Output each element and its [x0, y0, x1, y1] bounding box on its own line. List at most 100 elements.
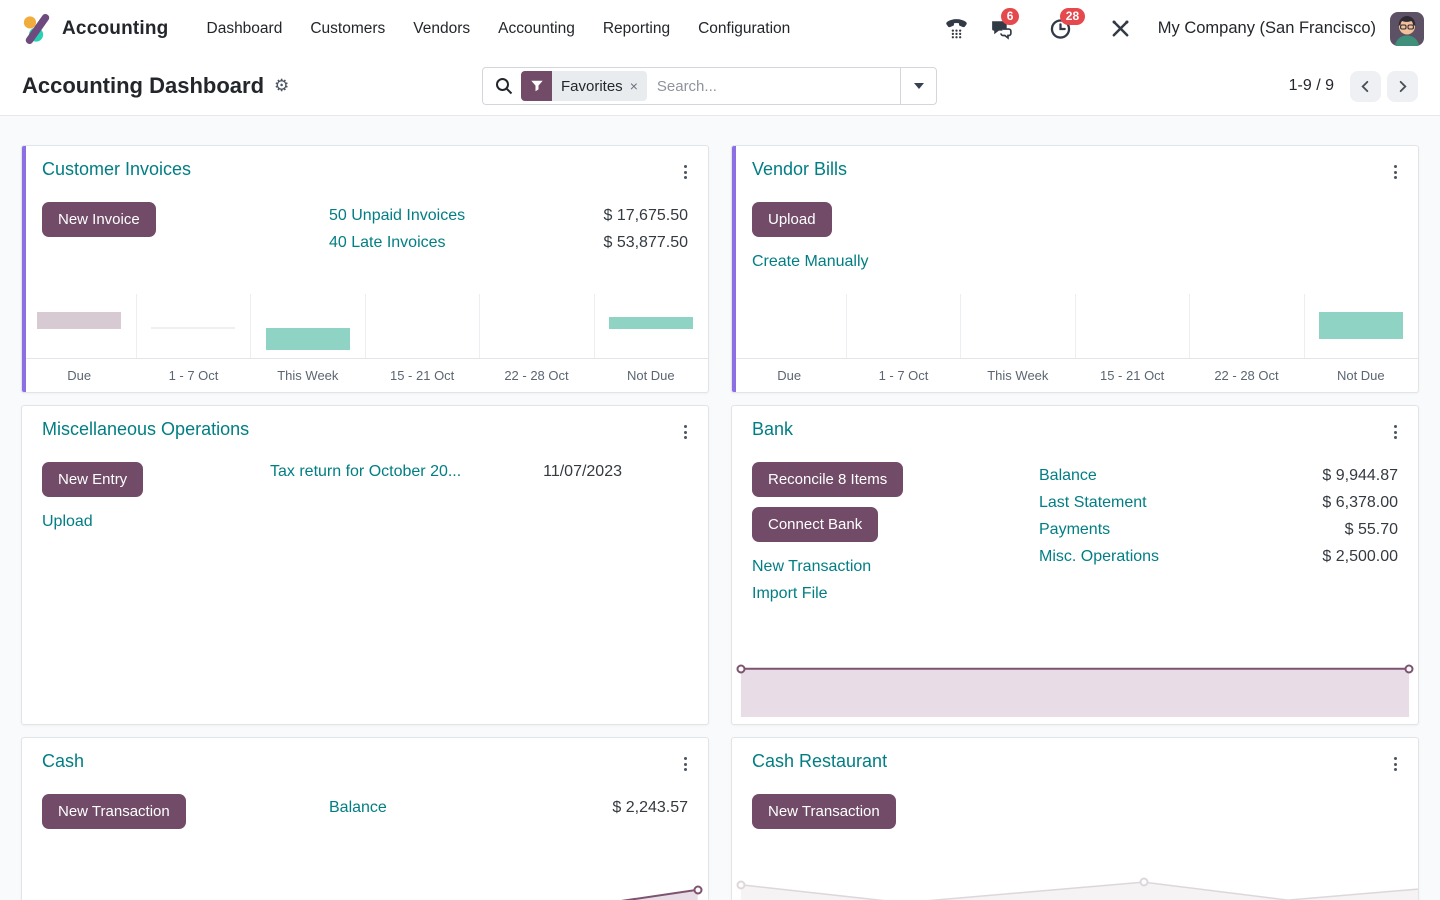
main-menu: Dashboard Customers Vendors Accounting R…	[193, 12, 805, 46]
connect-bank-button[interactable]: Connect Bank	[752, 507, 879, 542]
page-title: Accounting Dashboard	[22, 73, 265, 98]
cash-restaurant-new-transaction-button[interactable]: New Transaction	[752, 794, 896, 829]
user-avatar[interactable]	[1390, 11, 1424, 46]
cash-balance-chart	[22, 856, 708, 900]
messages-badge: 6	[1000, 8, 1020, 25]
activity-row: Tax return for October 20... 11/07/2023	[270, 462, 688, 535]
activities-button[interactable]: 28	[1038, 8, 1086, 47]
pager-next-button[interactable]	[1387, 70, 1418, 102]
cash-new-transaction-button[interactable]: New Transaction	[42, 794, 186, 829]
cash-restaurant-title[interactable]: Cash Restaurant	[752, 751, 888, 771]
card-cash: Cash New Transaction Balance $ 2,243.57	[21, 737, 709, 900]
misc-operations-amount: $ 2,500.00	[1322, 548, 1398, 565]
new-transaction-link[interactable]: New Transaction	[752, 558, 872, 575]
bank-title[interactable]: Bank	[752, 419, 794, 439]
dashboard-kanban: Customer Invoices New Invoice 50 Unpaid …	[0, 116, 1440, 900]
nav-customers[interactable]: Customers	[310, 19, 386, 37]
line-chart-marker	[1139, 877, 1149, 887]
new-entry-button[interactable]: New Entry	[42, 462, 144, 497]
kebab-menu-icon[interactable]	[677, 419, 694, 445]
bank-balance-chart	[732, 649, 1418, 717]
last-statement-amount: $ 6,378.00	[1322, 494, 1398, 511]
kebab-menu-icon[interactable]	[677, 751, 694, 777]
chevron-down-icon	[913, 83, 924, 89]
search-icon	[483, 77, 521, 95]
chart-category-label: 22 - 28 Oct	[1214, 368, 1279, 383]
nav-vendors[interactable]: Vendors	[413, 19, 471, 37]
create-manually-link[interactable]: Create Manually	[752, 253, 869, 270]
accounting-app-icon	[23, 13, 50, 44]
tax-return-activity-link[interactable]: Tax return for October 20...	[270, 463, 462, 480]
top-navbar: Accounting Dashboard Customers Vendors A…	[0, 0, 1440, 57]
payments-amount: $ 55.70	[1344, 521, 1398, 538]
upload-link[interactable]: Upload	[42, 513, 93, 530]
voip-button[interactable]	[934, 10, 979, 47]
chart-category-label: Due	[67, 368, 92, 383]
company-menu[interactable]: My Company (San Francisco)	[1157, 19, 1376, 37]
pager-previous-button[interactable]	[1350, 70, 1381, 102]
misc-operations-title[interactable]: Miscellaneous Operations	[42, 419, 250, 439]
search-input[interactable]	[646, 77, 900, 95]
nav-dashboard[interactable]: Dashboard	[206, 19, 283, 37]
misc-operations-link[interactable]: Misc. Operations	[1039, 548, 1160, 565]
phone-icon	[946, 19, 967, 39]
filter-remove-icon[interactable]: ×	[629, 78, 638, 94]
vendor-bills-title[interactable]: Vendor Bills	[752, 159, 848, 179]
unpaid-invoices-amount: $ 17,675.50	[603, 207, 688, 224]
chart-category-label: 15 - 21 Oct	[1099, 368, 1165, 383]
favorites-filter-chip[interactable]: Favorites ×	[521, 71, 647, 101]
card-customer-invoices: Customer Invoices New Invoice 50 Unpaid …	[21, 145, 709, 393]
chevron-left-icon	[1361, 80, 1369, 92]
nav-accounting[interactable]: Accounting	[498, 19, 575, 37]
customer-invoices-mini-chart: Due 1 - 7 Oct This Week 15 - 21 Oct 22 - 28 …	[22, 294, 708, 392]
line-chart-marker	[1404, 664, 1414, 674]
vendor-bills-mini-chart: Due 1 - 7 Oct This Week 15 - 21 Oct 22 - 28 …	[732, 294, 1418, 392]
cash-title[interactable]: Cash	[42, 751, 85, 771]
card-misc-operations: Miscellaneous Operations New Entry Uploa…	[21, 405, 709, 725]
late-invoices-row: 40 Late Invoices $ 53,877.50	[329, 229, 688, 256]
chart-category-label: 1 - 7 Oct	[878, 368, 929, 383]
cash-balance-row: Balance $ 2,243.57	[329, 794, 688, 821]
systray: 6 28 My Company (San Francisco)	[934, 8, 1424, 47]
cash-balance-amount: $ 2,243.57	[612, 799, 688, 816]
last-statement-row: Last Statement $ 6,378.00	[1039, 489, 1398, 516]
line-chart-marker	[736, 880, 746, 890]
nav-configuration[interactable]: Configuration	[698, 19, 791, 37]
search-bar: Favorites ×	[482, 67, 937, 105]
chart-category-label: Not Due	[1336, 368, 1385, 383]
activities-badge: 28	[1059, 8, 1086, 25]
search-dropdown-toggle[interactable]	[900, 68, 936, 104]
activity-due-date: 11/07/2023	[543, 463, 622, 480]
chart-category-label: 15 - 21 Oct	[389, 368, 455, 383]
card-bank: Bank Reconcile 8 Items Connect Bank New …	[731, 405, 1419, 725]
new-invoice-button[interactable]: New Invoice	[42, 202, 156, 237]
tools-button[interactable]	[1099, 11, 1142, 46]
payments-link[interactable]: Payments	[1039, 521, 1111, 538]
kebab-menu-icon[interactable]	[1387, 751, 1404, 777]
app-name: Accounting	[62, 17, 169, 39]
line-chart-marker	[736, 664, 746, 674]
cash-restaurant-balance-chart	[732, 856, 1418, 900]
late-invoices-amount: $ 53,877.50	[603, 234, 688, 251]
late-invoices-link[interactable]: 40 Late Invoices	[329, 234, 446, 251]
avatar-image	[1390, 11, 1424, 46]
bank-balance-link[interactable]: Balance	[1039, 467, 1097, 484]
upload-bill-button[interactable]: Upload	[752, 202, 832, 237]
import-file-link[interactable]: Import File	[752, 585, 828, 602]
messages-button[interactable]: 6	[979, 8, 1024, 47]
kebab-menu-icon[interactable]	[677, 159, 694, 185]
favorites-gear-icon[interactable]: ⚙	[274, 76, 290, 95]
bank-balance-row: Balance $ 9,944.87	[1039, 462, 1398, 489]
cash-balance-link[interactable]: Balance	[329, 799, 387, 816]
customer-invoices-title[interactable]: Customer Invoices	[42, 159, 192, 179]
kebab-menu-icon[interactable]	[1387, 419, 1404, 445]
kebab-menu-icon[interactable]	[1387, 159, 1404, 185]
last-statement-link[interactable]: Last Statement	[1039, 494, 1147, 511]
bank-balance-amount: $ 9,944.87	[1322, 467, 1398, 484]
reconcile-items-button[interactable]: Reconcile 8 Items	[752, 462, 904, 497]
app-switcher[interactable]: Accounting	[22, 13, 169, 44]
payments-row: Payments $ 55.70	[1039, 516, 1398, 543]
unpaid-invoices-link[interactable]: 50 Unpaid Invoices	[329, 207, 466, 224]
nav-reporting[interactable]: Reporting	[602, 19, 671, 37]
chart-category-label: 1 - 7 Oct	[168, 368, 219, 383]
